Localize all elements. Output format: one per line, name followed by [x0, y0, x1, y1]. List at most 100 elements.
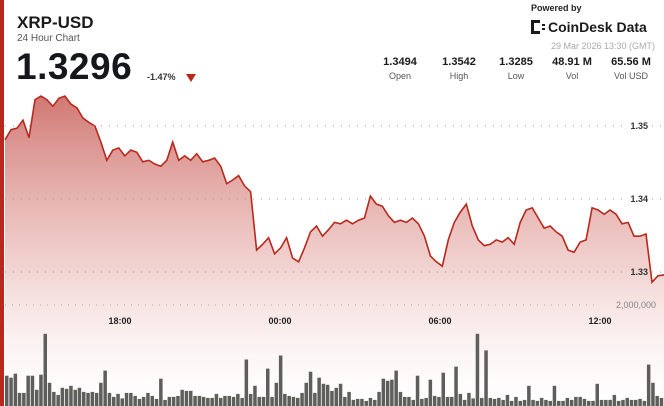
volume-bar	[116, 393, 120, 406]
coindesk-logo-icon	[531, 20, 545, 34]
volume-bar	[64, 388, 69, 406]
volume-bar	[595, 383, 599, 406]
volume-bar	[492, 398, 497, 406]
y-tick-label: 1.35	[630, 121, 648, 131]
volume-bar	[454, 366, 458, 406]
chart-title: XRP-USD	[17, 13, 94, 32]
stat-vol-usd: 65.56 M Vol USD	[611, 56, 651, 81]
down-arrow-icon	[186, 74, 196, 82]
volume-bar	[432, 395, 437, 406]
volume-bar	[334, 387, 338, 406]
volume-bar	[9, 377, 13, 406]
volume-bar	[236, 393, 240, 406]
price-change: -1.47%	[147, 72, 176, 82]
volume-bar	[445, 396, 450, 406]
volume-bar	[501, 399, 505, 406]
volume-bar	[261, 396, 266, 406]
volume-bar	[197, 395, 202, 406]
volume-bar	[82, 391, 86, 406]
volume-bar	[171, 396, 176, 406]
volume-bar	[146, 392, 150, 406]
volume-bar	[544, 399, 548, 406]
volume-bar	[420, 398, 424, 406]
volume-bar	[287, 395, 291, 406]
volume-bar	[52, 391, 56, 406]
volume-bar	[587, 400, 591, 406]
powered-by: Powered by	[531, 3, 582, 13]
volume-bar	[99, 382, 103, 406]
volume-bar	[266, 368, 270, 406]
timestamp: 29 Mar 2026 13:30 (GMT)	[550, 41, 655, 51]
volume-bar	[86, 392, 90, 406]
volume-bar	[240, 397, 244, 406]
volume-bar	[94, 392, 99, 406]
price-area	[5, 96, 664, 406]
volume-bar	[22, 392, 26, 406]
stat-vol: 48.91 M Vol	[552, 56, 592, 81]
volume-bar	[313, 392, 317, 406]
volume-bar	[514, 396, 518, 406]
price-line	[4, 95, 664, 285]
volume-bar	[522, 399, 527, 406]
volume-bar	[385, 380, 390, 406]
volume-bar	[415, 375, 420, 406]
volume-bar	[458, 393, 463, 406]
volume-bar	[509, 400, 514, 406]
stat-low: 1.3285 Low	[499, 56, 533, 81]
volume-bar	[475, 333, 480, 406]
volume-bar	[646, 364, 651, 406]
volume-bar	[129, 392, 133, 406]
volume-bar	[270, 396, 274, 406]
volume-bar	[120, 398, 124, 406]
volume-bar	[278, 355, 283, 406]
volume-bar	[338, 383, 343, 406]
x-tick-label: 18:00	[108, 316, 131, 326]
volume-bar	[167, 396, 172, 406]
volume-gridline-label: 2,000,000	[616, 300, 656, 310]
volume-bar	[201, 396, 206, 406]
volume-bar	[437, 396, 441, 406]
volume-bar	[283, 393, 287, 406]
volume-bar	[47, 382, 52, 406]
volume-bar	[13, 373, 18, 406]
volume-bar	[424, 397, 428, 406]
volume-bar	[604, 399, 608, 406]
volume-bar	[578, 396, 582, 406]
volume-bar	[548, 400, 552, 406]
volume-bar	[480, 397, 484, 406]
volume-bar	[296, 397, 300, 406]
volume-bar	[219, 397, 223, 406]
x-tick-label: 00:00	[268, 316, 291, 326]
chart-subtitle: 24 Hour Chart	[17, 33, 80, 44]
volume-bar	[77, 387, 82, 406]
volume-bar	[355, 398, 360, 406]
volume-bar	[330, 390, 334, 406]
volume-bar	[450, 396, 454, 406]
volume-bar	[231, 396, 236, 406]
volume-bar	[206, 397, 210, 406]
volume-bar	[124, 392, 129, 406]
volume-bar	[26, 375, 30, 406]
volume-bar	[368, 397, 373, 406]
volume-bar	[655, 395, 659, 406]
volume-bar	[308, 371, 313, 406]
current-price: 1.3296	[16, 46, 133, 87]
volume-bar	[398, 391, 403, 406]
volume-bar	[248, 393, 253, 406]
volume-bar	[150, 395, 154, 406]
volume-bar	[343, 396, 347, 406]
volume-bar	[381, 378, 386, 406]
volume-bar	[535, 400, 540, 406]
volume-bar	[347, 391, 351, 406]
y-tick-label: 1.33	[630, 267, 648, 277]
volume-bar	[441, 372, 445, 406]
volume-bar	[638, 398, 642, 406]
volume-bar	[471, 398, 475, 406]
volume-bar	[176, 395, 180, 406]
volume-bar	[60, 387, 65, 406]
volume-bar	[193, 395, 197, 406]
volume-bar	[608, 399, 612, 406]
volume-bar	[253, 385, 257, 406]
volume-bar	[360, 398, 364, 406]
